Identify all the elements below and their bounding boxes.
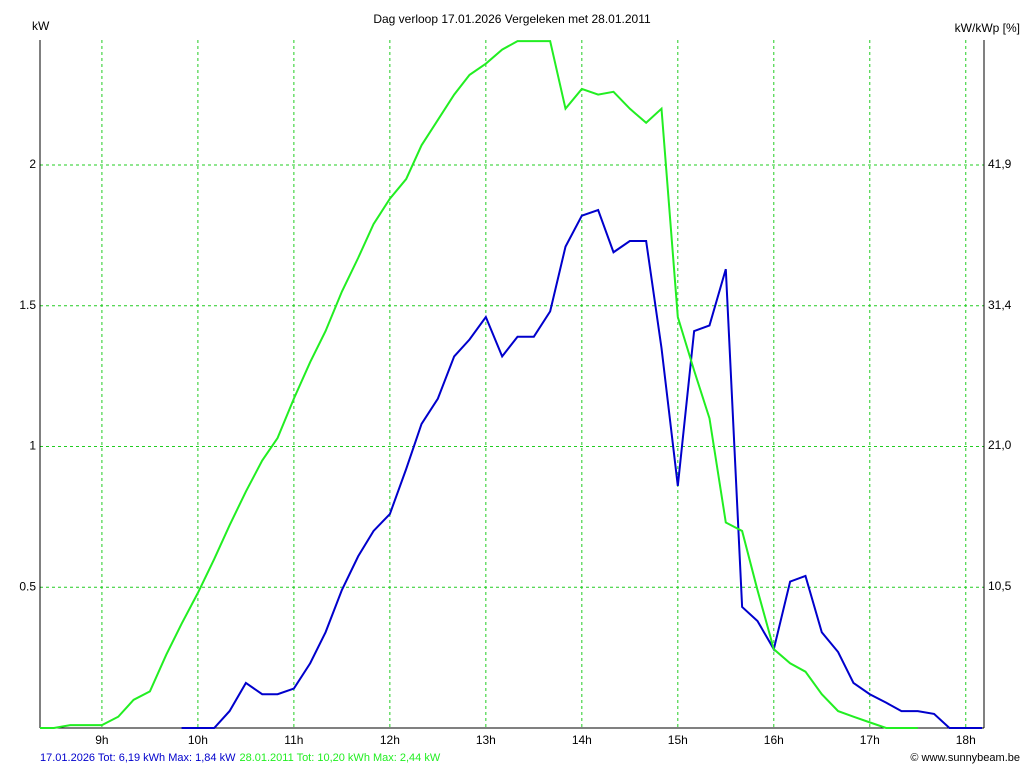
x-tick-label: 12h (380, 733, 400, 747)
x-tick-label: 17h (860, 733, 880, 747)
x-tick-label: 13h (476, 733, 496, 747)
y-tick-label: 1.5 (19, 298, 36, 312)
credit: © www.sunnybeam.be (910, 752, 1020, 764)
y2-tick-label: 10,5 (988, 579, 1012, 593)
x-tick-label: 18h (956, 733, 976, 747)
y2-axis-label: kW/kWp [%] (955, 21, 1020, 35)
y-tick-label: 1 (29, 439, 36, 453)
legend-entry: 28.01.2011 Tot: 10,20 kWh Max: 2,44 kW (239, 752, 440, 764)
y-axis-label: kW (32, 19, 50, 33)
legend-entry: 17.01.2026 Tot: 6,19 kWh Max: 1,84 kW (40, 752, 236, 764)
x-tick-label: 16h (764, 733, 784, 747)
x-tick-label: 10h (188, 733, 208, 747)
y2-tick-label: 21,0 (988, 438, 1012, 452)
y-tick-label: 2 (29, 157, 36, 171)
chart-title: Dag verloop 17.01.2026 Vergeleken met 28… (373, 12, 651, 26)
series-line (181, 208, 983, 729)
x-tick-label: 9h (95, 733, 108, 747)
x-tick-label: 15h (668, 733, 688, 747)
y-tick-label: 0.5 (19, 579, 36, 593)
series-line (40, 40, 918, 729)
x-tick-label: 14h (572, 733, 592, 747)
y2-tick-label: 41,9 (988, 157, 1012, 171)
x-tick-label: 11h (284, 733, 303, 747)
y2-tick-label: 31,4 (988, 298, 1012, 312)
